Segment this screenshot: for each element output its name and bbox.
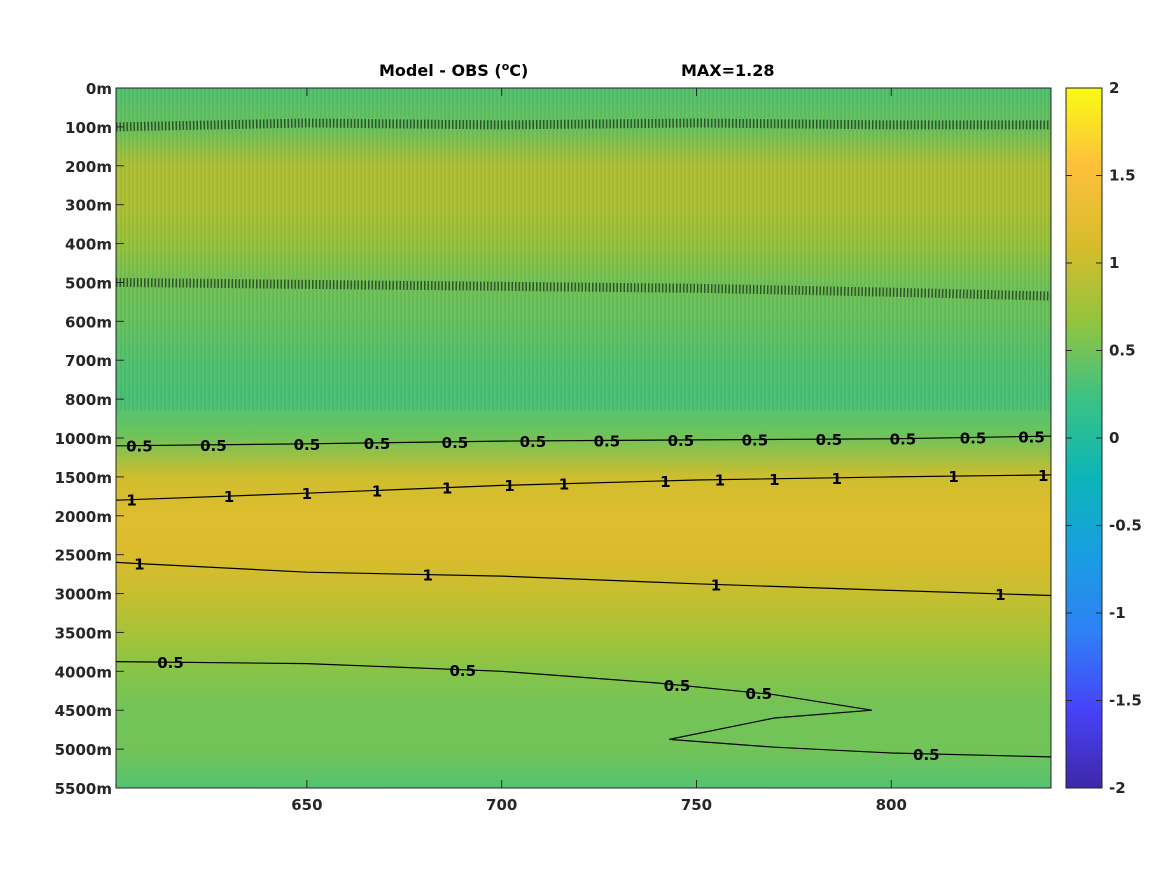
y-tick-label: 4000m [55, 663, 112, 681]
contour-label: 1 [442, 480, 452, 498]
chart-title: Model - OBS (oC) [379, 60, 528, 80]
contour-label: 0.5 [664, 677, 691, 695]
y-tick-label: 200m [65, 158, 112, 176]
y-tick-label: 600m [65, 313, 112, 331]
colorbar-tick-label: 2 [1109, 79, 1119, 97]
x-tick-label: 650 [291, 796, 322, 814]
contour-label: 1 [832, 470, 842, 488]
contour-line [115, 474, 1052, 501]
contour-label: 0.5 [1018, 428, 1045, 446]
contour-label: 0.5 [913, 746, 940, 764]
contour-line [115, 277, 1052, 301]
colorbar-tick-label: 1 [1109, 254, 1119, 272]
y-tick-label: 400m [65, 236, 112, 254]
y-tick-label: 800m [65, 391, 112, 409]
contour-label: 0.5 [890, 431, 917, 449]
y-tick-label: 700m [65, 352, 112, 370]
colorbar-tick-label: 0 [1109, 429, 1119, 447]
contour-label: 0.5 [816, 431, 843, 449]
max-label: MAX=1.28 [681, 61, 775, 80]
contour-label: 1 [134, 556, 144, 574]
contour-label: 0.5 [157, 654, 184, 672]
y-tick-label: 3000m [55, 586, 112, 604]
colorbar-tick-label: -1 [1109, 604, 1126, 622]
contour-label: 1 [660, 473, 670, 491]
contour-label: 0.5 [520, 433, 547, 451]
contour-label: 0.5 [668, 432, 695, 450]
contour-label: 0.5 [960, 429, 987, 447]
contour-label: 1 [948, 468, 958, 486]
contour-line [115, 435, 1052, 447]
y-tick-label: 2500m [55, 547, 112, 565]
y-tick-label: 0m [86, 80, 112, 98]
x-tick-label: 800 [876, 796, 907, 814]
contour-layer [115, 118, 1052, 758]
heatmap-texture [116, 88, 1051, 410]
y-tick-label: 1000m [55, 430, 112, 448]
contour-line [115, 118, 1051, 132]
colorbar-tick-label: -2 [1109, 779, 1126, 797]
contour-label: 0.5 [742, 432, 769, 450]
contour-line [115, 561, 1052, 597]
contour-label: 0.5 [200, 437, 227, 455]
x-tick-label: 750 [681, 796, 712, 814]
colorbar-tick-label: 0.5 [1109, 342, 1136, 360]
y-tick-label: 2000m [55, 508, 112, 526]
contour-label: 1 [715, 472, 725, 490]
contour-label: 0.5 [442, 434, 469, 452]
contour-label: 0.5 [746, 685, 773, 703]
contour-label: 0.5 [126, 438, 153, 456]
contour-label: 0.5 [364, 435, 391, 453]
y-tick-label: 5500m [55, 780, 112, 798]
contour-label: 1 [1038, 467, 1048, 485]
contour-label: 1 [422, 567, 432, 585]
contour-label: 0.5 [449, 662, 476, 680]
contour-label: 0.5 [294, 436, 321, 454]
contour-line [115, 661, 1052, 758]
contour-label: 1 [302, 485, 312, 503]
colorbar-tick-label: -1.5 [1109, 692, 1142, 710]
contour-label: 1 [224, 488, 234, 506]
contour-label: 1 [995, 586, 1005, 604]
y-tick-label: 4500m [55, 702, 112, 720]
contour-label-layer: 0.5 0.5 0.5 0.5 0.5 0.5 0.5 0.5 0.5 0.5 0.5 0.5 0.5 1… [126, 428, 1048, 764]
title-superscript: o [502, 60, 510, 73]
contour-label: 1 [372, 482, 382, 500]
colorbar-tick-label: 1.5 [1109, 167, 1136, 185]
contour-label: 0.5 [594, 432, 621, 450]
y-tick-label: 5000m [55, 741, 112, 759]
y-tick-label: 1500m [55, 469, 112, 487]
y-tick-label: 3500m [55, 624, 112, 642]
colorbar-ticks: -2 -1.5 -1 -0.5 0 0.5 1 1.5 2 [1066, 79, 1142, 797]
contour-label: 1 [711, 576, 721, 594]
y-tick-label: 100m [65, 119, 112, 137]
contour-label: 1 [769, 471, 779, 489]
contour-label: 1 [559, 476, 569, 494]
y-axis: 0m 100m 200m 300m 400m 500m 600m 700m 800m 1000m 1… [55, 80, 124, 798]
contour-label: 1 [126, 492, 136, 510]
colorbar-tick-label: -0.5 [1109, 517, 1142, 535]
x-axis: 650 700 750 800 [291, 88, 907, 814]
y-tick-label: 500m [65, 274, 112, 292]
x-tick-label: 700 [486, 796, 517, 814]
contour-label: 1 [504, 477, 514, 495]
y-tick-label: 300m [65, 197, 112, 215]
